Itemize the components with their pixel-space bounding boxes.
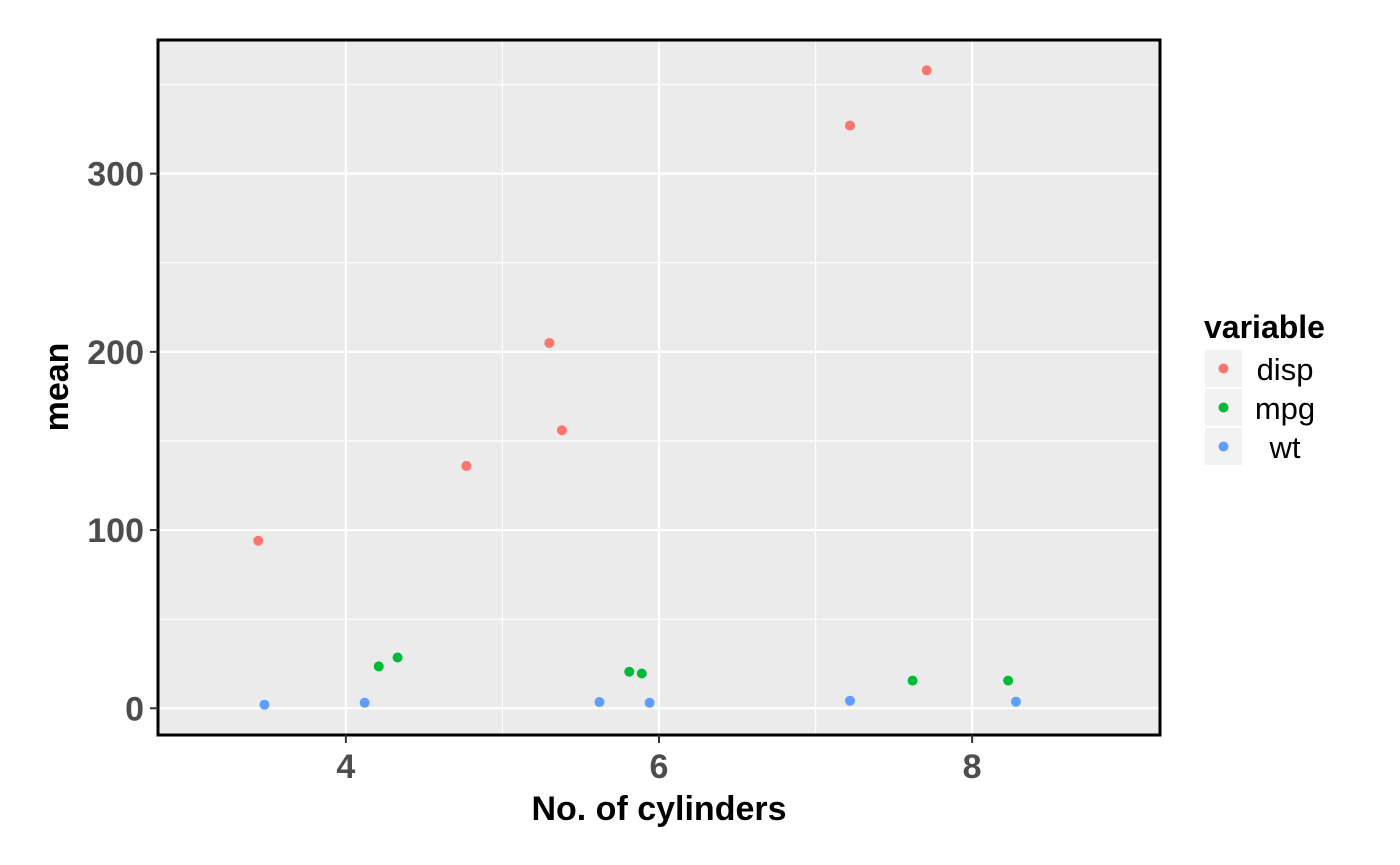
legend-marker-wt [1218, 441, 1229, 452]
point-wt [259, 699, 270, 710]
legend-title: variable [1204, 309, 1325, 345]
point-wt [845, 695, 856, 706]
x-tick-label: 6 [650, 748, 669, 786]
point-mpg [907, 675, 918, 686]
point-disp [845, 120, 856, 131]
legend-label-mpg: mpg [1255, 391, 1315, 426]
axis-ticks [150, 172, 974, 743]
legend-label-disp: disp [1257, 352, 1314, 387]
point-disp [544, 337, 555, 348]
point-wt [594, 697, 605, 708]
data-points [253, 65, 1021, 710]
y-axis-title: mean [38, 343, 76, 432]
x-tick-label: 8 [963, 748, 982, 786]
point-disp [253, 535, 264, 546]
point-wt [1010, 696, 1021, 707]
x-tick-label: 4 [336, 748, 355, 786]
x-axis-title: No. of cylinders [531, 790, 786, 828]
point-disp [921, 65, 932, 76]
y-tick-label: 200 [87, 334, 144, 372]
major-grid [158, 40, 1160, 735]
point-mpg [392, 652, 403, 663]
point-mpg [373, 661, 384, 672]
y-tick-label: 300 [87, 156, 144, 194]
legend-marker-mpg [1218, 402, 1229, 413]
point-wt [644, 697, 655, 708]
legend-label-wt: wt [1269, 430, 1301, 465]
y-tick-label: 0 [125, 690, 144, 728]
point-mpg [636, 668, 647, 679]
point-disp [556, 425, 567, 436]
y-tick-label: 100 [87, 512, 144, 550]
point-mpg [624, 666, 635, 677]
point-disp [461, 460, 472, 471]
legend-marker-disp [1218, 363, 1229, 374]
point-mpg [1003, 675, 1014, 686]
point-wt [359, 697, 370, 708]
legend: variable disp mpg wt [1204, 309, 1325, 465]
tick-labels: 0 100 200 300 4 6 8 [87, 156, 981, 786]
